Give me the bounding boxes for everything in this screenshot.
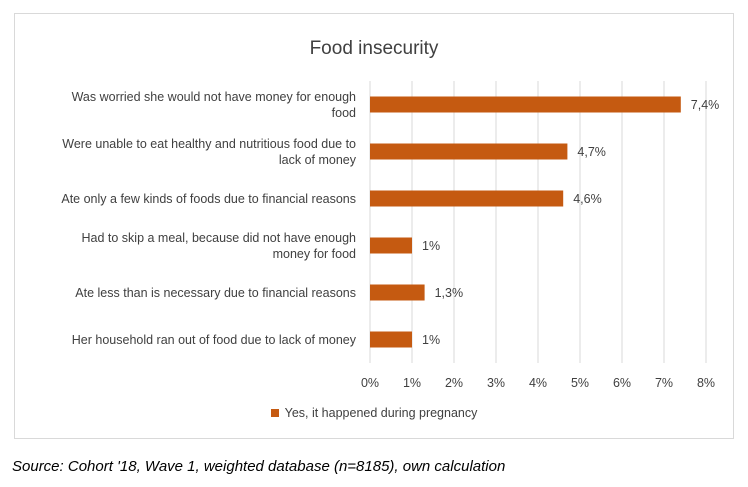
bar [370, 143, 568, 160]
category-label: Was worried she would not have money for… [72, 90, 356, 120]
category-label: Ate only a few kinds of foods due to fin… [61, 192, 356, 206]
legend: Yes, it happened during pregnancy [0, 406, 748, 420]
data-label: 4,6% [573, 192, 602, 206]
data-labels: 7,4% 4,7% 4,6% 1% 1,3% 1% [422, 98, 719, 347]
data-label: 4,7% [577, 145, 606, 159]
x-tick-label: 5% [571, 376, 589, 390]
legend-label: Yes, it happened during pregnancy [284, 406, 478, 420]
bar [370, 237, 412, 254]
bar [370, 96, 681, 113]
gridlines [369, 81, 707, 363]
chart-area [14, 13, 734, 439]
category-label: Her household ran out of food due to lac… [72, 333, 357, 347]
bars [370, 96, 681, 348]
chart-title: Food insecurity [309, 38, 439, 59]
category-labels: Was worried she would not have money for… [61, 90, 356, 347]
x-tick-label: 0% [361, 376, 379, 390]
x-tick-label: 3% [487, 376, 505, 390]
x-tick-label: 2% [445, 376, 463, 390]
category-label: Had to skip a meal, because did not have… [82, 231, 357, 261]
data-label: 1% [422, 239, 440, 253]
bar [370, 284, 425, 301]
source-caption: Source: Cohort '18, Wave 1, weighted dat… [12, 458, 506, 475]
data-label: 7,4% [691, 98, 720, 112]
bar [370, 331, 412, 348]
data-label: 1,3% [435, 286, 464, 300]
category-label: Were unable to eat healthy and nutritiou… [62, 137, 356, 167]
x-tick-labels: 0% 1% 2% 3% 4% 5% 6% 7% 8% [361, 376, 715, 390]
x-tick-label: 4% [529, 376, 547, 390]
x-tick-label: 7% [655, 376, 673, 390]
x-tick-label: 1% [403, 376, 421, 390]
data-label: 1% [422, 333, 440, 347]
x-tick-label: 8% [697, 376, 715, 390]
bar [370, 190, 564, 207]
category-label: Ate less than is necessary due to financ… [75, 286, 356, 300]
legend-swatch [270, 408, 279, 417]
x-tick-label: 6% [613, 376, 631, 390]
